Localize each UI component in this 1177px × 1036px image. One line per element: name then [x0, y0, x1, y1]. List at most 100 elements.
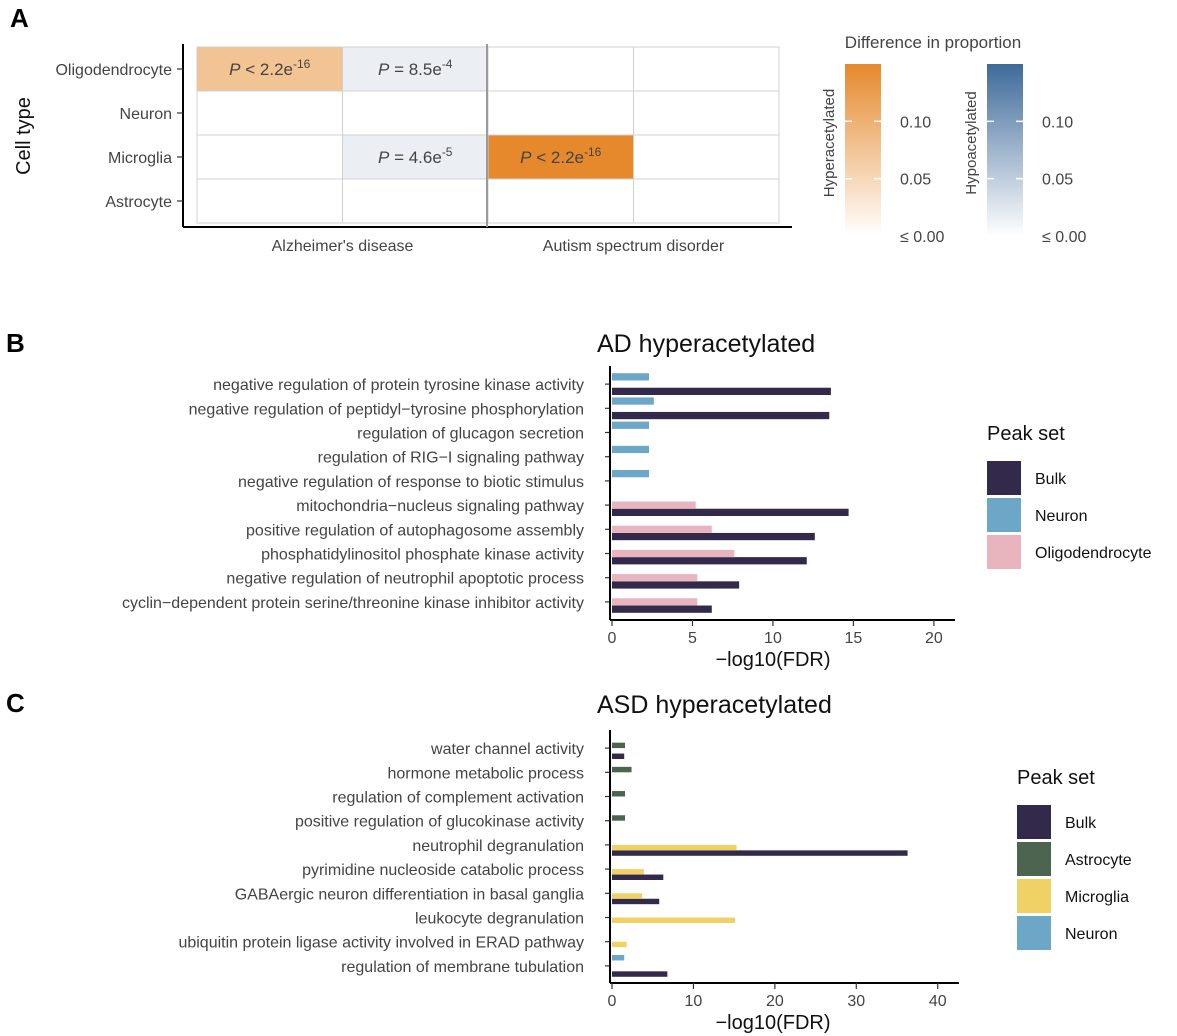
bar-microglia — [612, 844, 737, 851]
x-tick-label: 20 — [766, 993, 784, 1010]
bar-neuron — [612, 955, 625, 961]
category-label: regulation of RIG−I signaling pathway — [318, 450, 584, 467]
chart-b-x-axis-title: −log10(FDR) — [715, 649, 830, 671]
bar-neuron — [612, 470, 650, 478]
bar-bulk — [612, 387, 831, 395]
bar-bulk — [612, 581, 740, 589]
heatmap-cell — [196, 46, 343, 92]
bar-bulk — [612, 508, 849, 516]
bar-microglia — [612, 941, 627, 948]
bar-bulk — [612, 605, 712, 613]
panel-label-b: B — [6, 328, 25, 358]
category-label: negative regulation of neutrophil apopto… — [226, 571, 584, 588]
legend-title: Peak set — [987, 423, 1065, 445]
colorbar-tick-label: 0.05 — [1042, 172, 1073, 189]
heatmap-group-label: Alzheimer's disease — [272, 238, 414, 255]
category-label: water channel activity — [430, 741, 584, 758]
legend-label-neuron: Neuron — [1065, 926, 1117, 943]
x-tick-label: 5 — [688, 630, 697, 647]
category-label: positive regulation of glucokinase activ… — [295, 814, 584, 831]
x-tick-label: 0 — [608, 630, 617, 647]
bar-bulk — [612, 411, 830, 420]
x-tick-label: 10 — [764, 630, 782, 647]
colorbar-tick-label: ≤ 0.00 — [900, 229, 944, 246]
heatmap-cell — [633, 178, 780, 224]
legend-label-bulk: Bulk — [1065, 815, 1097, 832]
legend-swatch-neuron — [1017, 916, 1051, 950]
colorbar-tick-label: ≤ 0.00 — [1042, 229, 1086, 246]
legend-label-oligodendrocyte: Oligodendrocyte — [1035, 545, 1152, 562]
bar-microglia — [612, 917, 735, 923]
panel-label-c: C — [6, 688, 25, 718]
x-tick-label: 20 — [925, 630, 943, 647]
legend-swatch-oligodendrocyte — [987, 535, 1021, 569]
chart-b-x-ticks: 0 5 10 15 20 — [608, 366, 955, 647]
bar-bulk — [612, 850, 908, 856]
category-label: hormone metabolic process — [387, 765, 584, 782]
bar-bulk — [612, 532, 815, 541]
category-label: GABAergic neuron differentiation in basa… — [235, 886, 584, 903]
category-label: cyclin−dependent protein serine/threonin… — [122, 595, 584, 612]
heatmap-y-axis-title: Cell type — [13, 97, 35, 175]
heatmap-row-label: Astrocyte — [105, 194, 172, 211]
legend-swatch-neuron — [987, 498, 1021, 532]
category-label: positive regulation of autophagosome ass… — [246, 522, 584, 539]
heatmap-panel: P < 2.2e-16 P = 8.5e-4 P = 4.6e-5 P < 2.2e-… — [13, 33, 1086, 255]
bar-chart-ad-hyperacetylated: AD hyperacetylated negative regulation o… — [122, 330, 1152, 671]
colorbar-ticks: 0.10 0.05 ≤ 0.00 0.10 0.05 ≤ 0.00 — [845, 114, 1086, 246]
heatmap-cell — [633, 134, 780, 180]
colorbar-tick-label: 0.05 — [900, 172, 931, 189]
bar-neuron — [612, 373, 650, 381]
bar-microglia — [612, 893, 643, 899]
category-label: negative regulation of protein tyrosine … — [213, 377, 584, 394]
category-label: regulation of glucagon secretion — [357, 426, 584, 443]
heatmap-cell — [342, 134, 489, 180]
x-tick-label: 15 — [845, 630, 863, 647]
bar-neuron — [612, 421, 650, 429]
heatmap-p-value-label: P < 2.2e-16 — [229, 57, 310, 79]
legend-label-microglia: Microglia — [1065, 889, 1129, 906]
bar-oligodendrocyte — [612, 598, 698, 606]
chart-c-x-ticks: 0 10 20 30 40 — [608, 730, 959, 1010]
heatmap-p-values: P < 2.2e-16 P = 8.5e-4 P = 4.6e-5 P < 2.2e-… — [229, 57, 601, 167]
x-tick-label: 40 — [929, 993, 947, 1010]
chart-c-legend: Peak set Bulk Astrocyte Microglia Neuron — [1017, 767, 1132, 950]
x-tick-label: 10 — [685, 993, 703, 1010]
heatmap-cell — [633, 46, 780, 92]
colorbar-tick-label: 0.10 — [1042, 114, 1073, 131]
chart-c-x-axis-title: −log10(FDR) — [715, 1012, 830, 1034]
x-tick-label: 0 — [608, 993, 617, 1010]
category-label: ubiquitin protein ligase activity involv… — [178, 935, 584, 952]
bar-oligodendrocyte — [612, 525, 712, 533]
category-label: neutrophil degranulation — [412, 838, 584, 855]
bar-microglia — [612, 869, 644, 875]
heatmap-row-label: Oligodendrocyte — [55, 62, 172, 79]
colorbar-legend-title: Difference in proportion — [845, 33, 1021, 52]
colorbar-hypoacetylated — [987, 64, 1023, 236]
heatmap-cell — [342, 46, 489, 92]
legend-label-bulk: Bulk — [1035, 471, 1067, 488]
bar-astrocyte — [612, 766, 632, 773]
chart-c-category-labels: water channel activity hormone metabolic … — [178, 741, 610, 976]
colorbar-hypo-label: Hypoacetylated — [963, 91, 980, 194]
legend-swatch-bulk — [1017, 805, 1051, 839]
heatmap-cell — [342, 178, 489, 224]
heatmap-row-labels: Oligodendrocyte Neuron Microglia Astrocyte — [55, 62, 183, 211]
heatmap-cells — [196, 46, 780, 224]
category-label: leukocyte degranulation — [415, 911, 584, 928]
heatmap-cell — [196, 90, 343, 136]
bar-oligodendrocyte — [612, 501, 696, 509]
chart-b-bars — [612, 373, 849, 613]
bar-oligodendrocyte — [612, 549, 735, 558]
heatmap-cell — [196, 134, 343, 180]
category-label: pyrimidine nucleoside catabolic process — [302, 862, 584, 879]
bar-astrocyte — [612, 742, 626, 749]
bar-bulk — [612, 971, 668, 977]
heatmap-p-value-label: P = 4.6e-5 — [378, 145, 453, 167]
heatmap-p-value-label: P < 2.2e-16 — [520, 145, 601, 167]
heatmap-cell — [487, 46, 634, 92]
bar-chart-asd-hyperacetylated: ASD hyperacetylated water channel activi… — [178, 691, 1131, 1034]
legend-swatch-astrocyte — [1017, 842, 1051, 876]
heatmap-cell — [196, 178, 343, 224]
